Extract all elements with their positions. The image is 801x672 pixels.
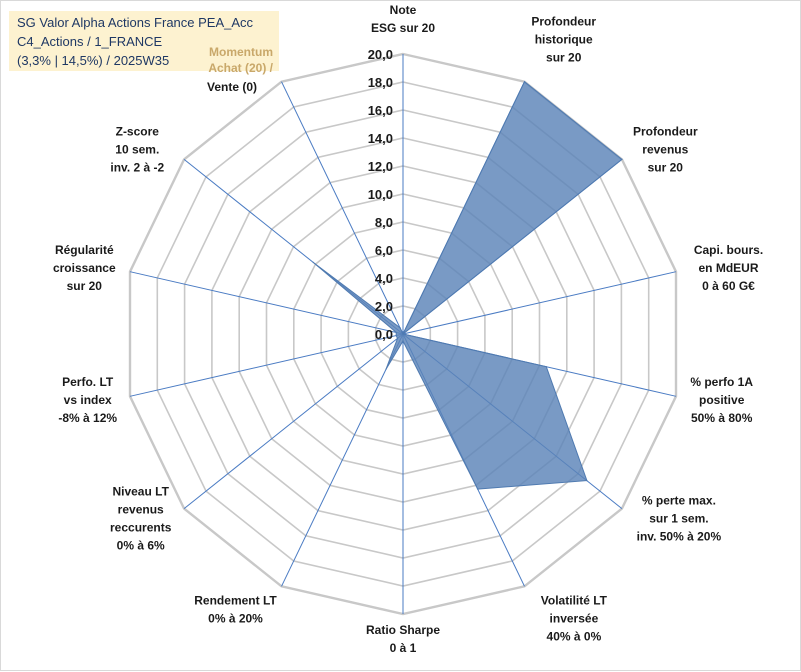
axis-label-line: Volatilité LT <box>541 594 608 608</box>
axis-spoke <box>281 81 404 335</box>
series-point <box>312 261 314 263</box>
axis-label-line: Régularité <box>55 243 114 257</box>
axis-label-line: inv. 50% à 20% <box>637 530 722 544</box>
momentum-buy-label: Achat (20) / <box>208 61 273 75</box>
axis-label: Perfo. LT vs index -8% à 12% <box>58 375 117 425</box>
series-point <box>621 158 623 160</box>
axis-label-line: sur 20 <box>648 160 684 174</box>
axis-label-line: historique <box>535 32 593 46</box>
axis-label-line: positive <box>699 393 745 407</box>
axis-label-line: sur 1 sem. <box>649 512 708 526</box>
axis-label-line: Niveau LT <box>112 485 169 499</box>
axis-spoke <box>183 333 404 509</box>
series-area <box>312 80 623 490</box>
axis-label: % perte max. sur 1 sem. inv. 50% à 20% <box>637 494 722 544</box>
axis-label-line: 10 sem. <box>115 142 159 156</box>
axis-label-line: reccurents <box>110 521 172 535</box>
tick-label: 20,0 <box>368 47 393 62</box>
momentum-sell-label: Vente (0) <box>207 80 258 94</box>
axis-spoke <box>402 271 677 335</box>
series-point <box>396 337 399 339</box>
series-point <box>523 81 526 83</box>
axis-label-line: % perte max. <box>642 494 716 508</box>
axis-label-line: Profondeur <box>531 14 596 28</box>
tick-label: 16,0 <box>368 103 393 118</box>
axis-label-line: croissance <box>53 261 116 275</box>
axis-label-line: Note <box>390 3 417 17</box>
axis-label-line: vs index <box>64 393 112 407</box>
axis-label: Régularité croissance sur 20 <box>53 243 116 293</box>
series-point <box>477 488 479 490</box>
axis-label-line: ESG sur 20 <box>371 21 435 35</box>
axis-label-line: inversée <box>550 612 599 626</box>
axis-label-line: Profondeur <box>633 124 698 138</box>
chart-title: SG Valor Alpha Actions France PEA_Acc <box>17 15 254 30</box>
tick-label: 18,0 <box>368 75 393 90</box>
axis-label-line: 40% à 0% <box>547 630 602 644</box>
axis-spoke <box>129 333 404 397</box>
axis-label-line: revenus <box>642 142 688 156</box>
tick-label: 6,0 <box>375 243 393 258</box>
chart-subtitle-stats: (3,3% | 14,5%) / 2025W35 <box>17 53 170 68</box>
chart-subtitle-category: C4_Actions / 1_FRANCE <box>17 34 163 49</box>
series-point <box>545 366 547 368</box>
axis-label-line: 0% à 6% <box>117 539 165 553</box>
axis-label: Capi. bours. en MdEUR 0 à 60 G€ <box>694 243 763 293</box>
axis-spoke <box>129 271 404 335</box>
axis-label-line: sur 20 <box>67 279 103 293</box>
tick-label: 12,0 <box>368 159 393 174</box>
tick-label: 2,0 <box>375 299 393 314</box>
axis-spoke <box>281 333 404 587</box>
axis-label-line: 0 à 1 <box>390 641 417 655</box>
series-point <box>395 335 397 337</box>
chart-title-box: SG Valor Alpha Actions France PEA_Acc C4… <box>9 11 279 75</box>
series-point <box>402 333 404 335</box>
axis-label: Volatilité LT inversée 40% à 0% <box>541 594 608 644</box>
axis-label-line: en MdEUR <box>699 261 759 275</box>
series-point <box>399 327 401 329</box>
momentum-label: Momentum <box>209 45 273 59</box>
series-point <box>395 331 397 333</box>
series-point <box>402 340 404 342</box>
axis-label-line: 0 à 60 G€ <box>702 279 755 293</box>
axis-label-line: Rendement LT <box>194 594 277 608</box>
axis-label-line: Z-score <box>116 124 160 138</box>
radar-axis-labels: Note ESG sur 20 Profondeur historique sur 20… <box>53 3 763 655</box>
axis-label-line: % perfo 1A <box>690 375 753 389</box>
axis-label: Profondeur revenus sur 20 <box>633 124 698 174</box>
axis-label: % perfo 1A positive 50% à 80% <box>690 375 753 425</box>
axis-label-line: inv. 2 à -2 <box>110 160 164 174</box>
series-point <box>385 368 387 370</box>
tick-label: 0,0 <box>375 327 393 342</box>
axis-label: Note ESG sur 20 <box>371 3 435 35</box>
axis-label-line: revenus <box>118 503 164 517</box>
tick-label: 10,0 <box>368 187 393 202</box>
tick-label: 8,0 <box>375 215 393 230</box>
axis-label-line: -8% à 12% <box>58 411 117 425</box>
tick-label: 14,0 <box>368 131 393 146</box>
axis-label-line: Ratio Sharpe <box>366 623 440 637</box>
axis-label: Z-score 10 sem. inv. 2 à -2 <box>110 124 164 174</box>
axis-label-line: 50% à 80% <box>691 411 753 425</box>
tick-label: 4,0 <box>375 271 393 286</box>
radar-ticks: 0,0 2,0 4,0 6,0 8,0 10,0 12,0 14,0 16,0 18,0 20,0 <box>368 47 393 342</box>
axis-label-line: sur 20 <box>546 50 582 64</box>
axis-label: Ratio Sharpe 0 à 1 <box>366 623 440 655</box>
axis-label-line: 0% à 20% <box>208 612 263 626</box>
axis-label-line: Capi. bours. <box>694 243 763 257</box>
axis-label: Profondeur historique sur 20 <box>531 14 596 64</box>
radar-series <box>312 80 623 490</box>
axis-label: Niveau LT revenus reccurents 0% à 6% <box>110 485 172 553</box>
axis-label: Rendement LT 0% à 20% <box>194 594 277 626</box>
axis-label-line: Perfo. LT <box>62 375 114 389</box>
series-point <box>586 480 588 482</box>
